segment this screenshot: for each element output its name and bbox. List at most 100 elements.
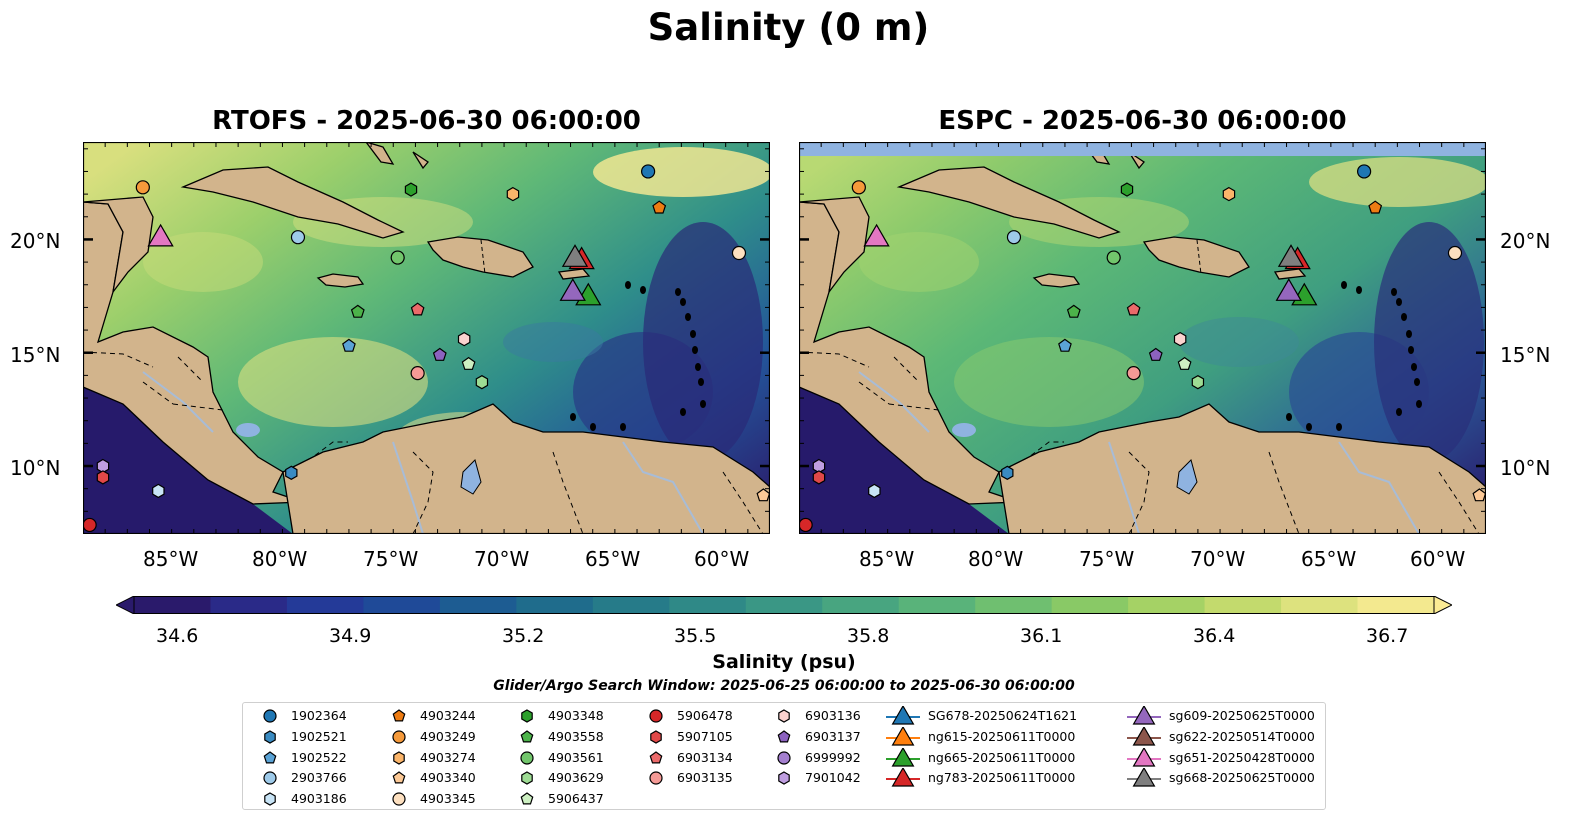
legend-circle-icon <box>392 730 406 744</box>
small-island-2 <box>1401 313 1407 321</box>
argo-marker-6903136 <box>1173 331 1187 347</box>
lake-maracaibo <box>1176 459 1198 495</box>
rtofs-lon-label-65: 65°W <box>585 547 641 571</box>
legend-box: 1902364 1902521 1902522 2903766 4903186 49032… <box>242 702 1326 810</box>
legend-glider-icon <box>891 726 915 746</box>
hispaniola-land <box>426 236 534 278</box>
country-border-2 <box>998 441 1064 473</box>
legend-pentagon-icon <box>649 750 663 764</box>
espc-lon-label-65: 65°W <box>1301 547 1357 571</box>
salinity-patch-0 <box>954 337 1144 427</box>
glider-marker-sg668-20250625T0000 <box>1277 244 1305 267</box>
argo-marker-4903629 <box>1191 375 1205 390</box>
rtofs-lon-label-85: 85°W <box>143 547 199 571</box>
country-border-3 <box>1128 451 1150 534</box>
puerto-rico-land <box>1273 268 1307 280</box>
small-island-0 <box>675 288 681 296</box>
argo-marker-5907105 <box>812 470 826 485</box>
glider-marker-sg609-20250625T0000 <box>1275 278 1302 301</box>
rtofs-lat-label-15: 15°N <box>10 343 61 367</box>
salinity-colorbar <box>116 596 1452 614</box>
glider-marker-sg651-20250428T0000 <box>863 223 890 247</box>
legend-glider-icon <box>1132 747 1156 767</box>
legend-label: 6903137 <box>805 728 861 744</box>
country-border-7 <box>893 356 920 383</box>
legend-label: 1902521 <box>291 728 347 744</box>
small-island-9 <box>1336 423 1342 431</box>
espc-map <box>799 142 1486 534</box>
argo-marker-6903136 <box>457 331 471 347</box>
argo-marker-4903274 <box>506 186 520 202</box>
small-island-11 <box>1286 413 1292 421</box>
legend-glider-icon <box>891 747 915 767</box>
legend-glider-icon <box>1132 726 1156 746</box>
cbar-tick-7: 36.4 <box>1193 625 1236 647</box>
argo-marker-5906437 <box>461 356 476 370</box>
small-island-8 <box>1396 408 1402 416</box>
legend-label: 2903766 <box>291 770 347 786</box>
jamaica-land <box>316 273 365 288</box>
salinity-patch-3 <box>1309 157 1486 207</box>
colorbar-bin-2 <box>286 596 365 614</box>
argo-marker-2903766 <box>1006 230 1022 245</box>
argo-marker-1902521 <box>285 465 298 480</box>
legend-hexagon-icon <box>778 771 790 786</box>
legend-label: 4903274 <box>420 749 476 765</box>
argo-marker-4903274 <box>1222 186 1236 202</box>
legend-label: 5906437 <box>548 791 604 807</box>
legend-hexagon-icon <box>521 771 533 786</box>
river-2 <box>142 371 214 433</box>
colorbar-bin-11 <box>975 596 1053 614</box>
rtofs-lat-label-20: 20°N <box>10 229 61 253</box>
legend-label: 4903345 <box>420 791 476 807</box>
lake-nicaragua <box>952 423 976 437</box>
legend-label: 4903244 <box>420 708 476 723</box>
colorbar-bin-1 <box>210 596 288 614</box>
argo-marker-6903135 <box>1126 366 1141 381</box>
espc-lat-label-20: 20°N <box>1500 229 1551 253</box>
cbar-tick-5: 35.8 <box>847 625 890 647</box>
country-border-5 <box>722 471 764 534</box>
colorbar-bin-3 <box>363 596 441 614</box>
argo-marker-6903137 <box>1148 347 1163 361</box>
river-0 <box>1108 441 1140 534</box>
colorbar-bin-9 <box>822 596 900 614</box>
cbar-tick-6: 36.1 <box>1020 625 1063 647</box>
small-island-6 <box>698 378 704 386</box>
river-2 <box>858 371 930 433</box>
legend-pentagon-icon <box>777 730 791 743</box>
country-border-7 <box>177 356 204 383</box>
figure-title: Salinity (0 m) <box>647 6 930 49</box>
small-island-2 <box>685 313 691 321</box>
colorbar-bin-8 <box>745 596 823 614</box>
small-island-5 <box>1411 363 1417 371</box>
legend-label: 6903135 <box>677 770 733 786</box>
legend-label: 4903558 <box>548 728 604 744</box>
country-border-4 <box>1268 451 1300 534</box>
legend-label: ng665-20250611T0000 <box>928 749 1076 765</box>
colorbar-bin-15 <box>1281 596 1359 614</box>
small-island-12 <box>1341 281 1347 289</box>
salinity-patch-2 <box>143 232 263 292</box>
legend-label: SG678-20250624T1621 <box>928 708 1078 723</box>
colorbar-bin-0 <box>134 596 212 614</box>
legend-circle-icon <box>520 750 534 765</box>
small-island-7 <box>700 400 706 408</box>
legend-hexagon-icon <box>650 730 662 744</box>
country-border-5 <box>1438 471 1480 534</box>
search-window-note: Glider/Argo Search Window: 2025-06-25 06… <box>493 678 1075 694</box>
argo-marker-1902522 <box>1058 338 1072 352</box>
cbar-tick-8: 36.7 <box>1366 625 1409 647</box>
cbar-tick-3: 35.2 <box>502 625 545 647</box>
legend-label: 6903136 <box>805 708 861 723</box>
argo-marker-4903558 <box>1066 304 1081 318</box>
small-island-3 <box>690 330 696 338</box>
argo-marker-4903186 <box>152 483 165 499</box>
legend-hexagon-icon <box>264 730 276 744</box>
country-border-3 <box>412 451 434 534</box>
argo-marker-6903134 <box>410 302 425 316</box>
salinity-patch-5 <box>1374 222 1484 462</box>
legend-label: 7901042 <box>805 770 861 786</box>
legend-label: sg622-20250514T0000 <box>1169 728 1315 744</box>
small-island-4 <box>1408 346 1414 354</box>
